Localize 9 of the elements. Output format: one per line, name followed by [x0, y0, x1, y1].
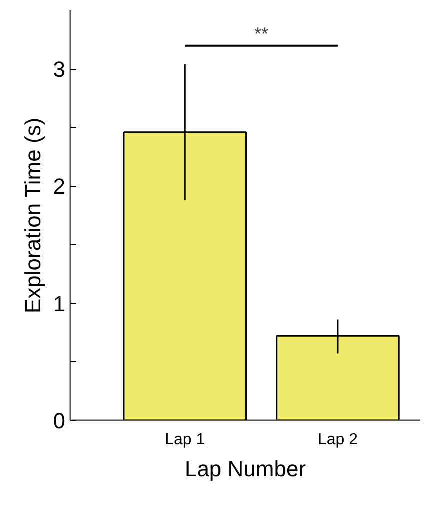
annotation: **: [254, 24, 269, 44]
x-tick-label: Lap 2: [318, 432, 358, 448]
x-axis-title: Lap Number: [184, 456, 306, 482]
y-tick-label: 2: [53, 174, 66, 200]
y-tick-label: 0: [53, 408, 66, 434]
x-tick-label: Lap 1: [165, 432, 206, 448]
y-axis-title: Exploration Time (s): [20, 118, 46, 314]
y-tick-label: 1: [53, 291, 66, 316]
y-tick-label: 3: [53, 57, 66, 82]
